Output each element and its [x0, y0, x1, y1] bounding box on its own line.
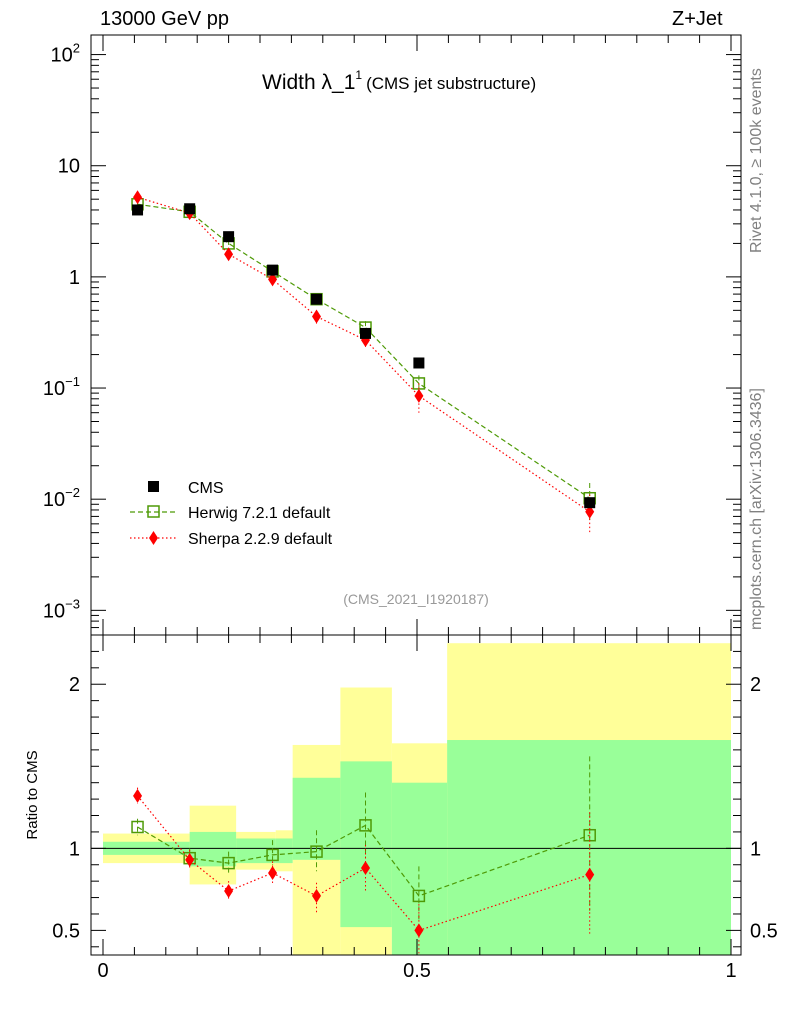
chart-title: Width λ_11 (CMS jet substructure) — [262, 68, 536, 94]
analysis-tag: (CMS_2021_I1920187) — [343, 591, 489, 607]
cms-point — [413, 357, 425, 369]
header-left: 13000 GeV pp — [100, 8, 229, 30]
sherpa-ratio-point — [361, 861, 371, 876]
cms-point — [267, 264, 279, 276]
ratio-ylabel: Ratio to CMS — [24, 750, 41, 839]
herwig-ratio-point — [359, 819, 372, 832]
y-tick-label: 10−2 — [43, 485, 80, 511]
y-tick-label: 10−1 — [43, 374, 80, 400]
ratio-y-tick-label-right: 2 — [750, 674, 761, 696]
sherpa-ratio-point — [268, 865, 278, 880]
sherpa-point — [224, 247, 234, 262]
sherpa-point — [268, 272, 278, 287]
y-tick-label: 10−3 — [43, 596, 80, 622]
y-tick-label: 1 — [69, 267, 80, 289]
legend-marker-sherpa — [149, 531, 158, 545]
cms-point — [223, 231, 235, 243]
cms-point — [184, 203, 196, 215]
herwig-ratio-point — [266, 848, 279, 862]
sherpa-line — [137, 196, 591, 513]
herwig-ratio-point — [412, 889, 426, 903]
sherpa-ratio-point — [414, 923, 424, 938]
sherpa-point — [133, 190, 143, 205]
ratio-band-green — [275, 838, 293, 864]
x-tick-label: 0 — [97, 960, 108, 982]
sherpa-point — [585, 504, 595, 519]
herwig-ratio-point — [131, 820, 144, 834]
sherpa-point — [312, 309, 322, 324]
sherpa-ratio-point — [185, 852, 195, 867]
cms-point — [360, 327, 372, 339]
sherpa-ratio-line — [137, 795, 590, 932]
herwig-ratio-line — [137, 824, 590, 897]
legend-label-cms: CMS — [188, 480, 224, 497]
herwig-ratio-point — [222, 856, 235, 870]
sherpa-point — [414, 388, 424, 403]
herwig-line — [137, 203, 591, 499]
sherpa-ratio-point — [585, 867, 595, 882]
herwig-ratio-point — [310, 845, 323, 858]
legend-label-sherpa: Sherpa 2.2.9 default — [188, 531, 333, 548]
cms-point — [311, 293, 323, 305]
ratio-band-green — [340, 761, 392, 928]
y-tick-label: 102 — [51, 41, 80, 67]
ratio-band-green — [447, 740, 731, 955]
ratio-y-tick-label: 0.5 — [52, 920, 80, 942]
ratio-band-green — [236, 838, 276, 864]
y-tick-label: 10 — [58, 156, 80, 178]
ratio-plot-frame — [90, 634, 742, 956]
sherpa-ratio-point — [133, 788, 143, 803]
sherpa-ratio-point — [312, 888, 322, 903]
ratio-y-tick-label: 1 — [69, 838, 80, 860]
legend: CMS Herwig 7.2.1 default Sherpa 2.2.9 de… — [130, 480, 333, 548]
sherpa-ratio-point — [224, 884, 234, 898]
legend-marker-herwig — [147, 505, 160, 518]
ratio-y-tick-label-right: 1 — [750, 838, 761, 860]
header-right: Z+Jet — [672, 8, 723, 30]
ratio-y-tick-label-right: 0.5 — [750, 920, 778, 942]
x-tick-label: 0.5 — [403, 960, 431, 982]
cms-point — [584, 497, 596, 509]
cms-point — [132, 204, 144, 216]
ratio-y-tick-label: 2 — [69, 674, 80, 696]
x-tick-label: 1 — [725, 960, 736, 982]
herwig-ratio-point — [583, 828, 596, 842]
legend-marker-cms — [148, 481, 159, 492]
legend-label-herwig: Herwig 7.2.1 default — [188, 505, 331, 522]
